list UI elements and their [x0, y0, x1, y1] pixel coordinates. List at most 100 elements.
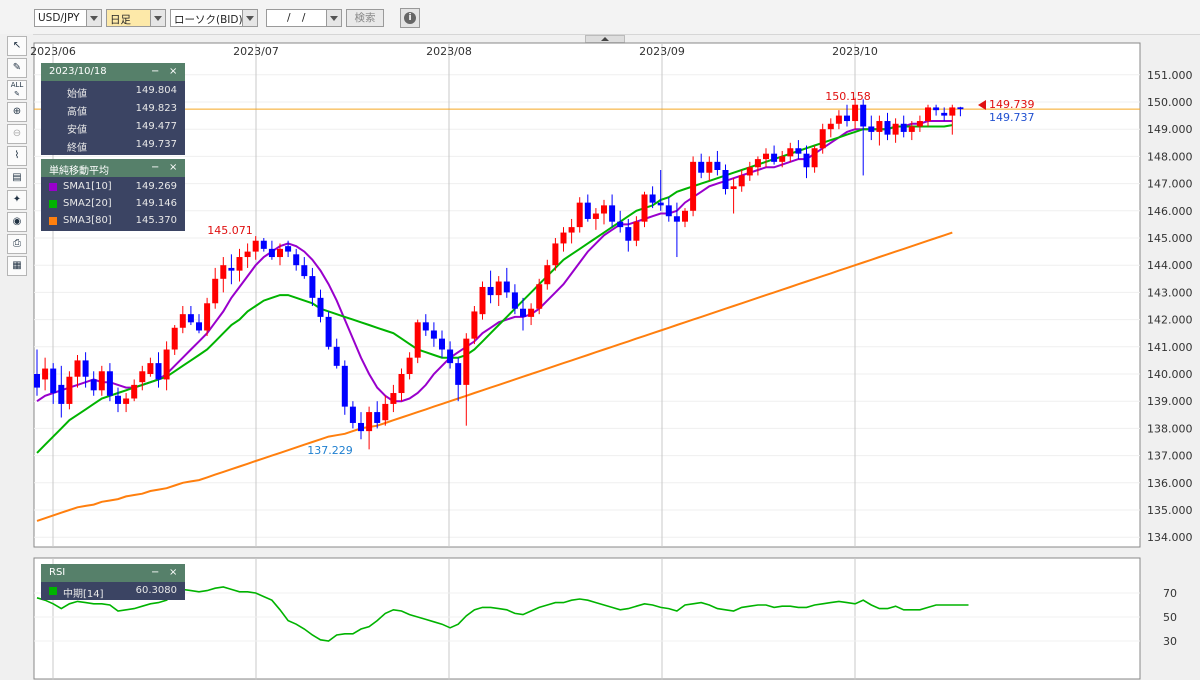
- candle-body: [763, 153, 769, 160]
- cursor-icon[interactable]: ↖: [7, 36, 27, 56]
- candle-body: [949, 107, 956, 116]
- ma-line-SMA3[80]: [36, 231, 953, 522]
- sma-label: SMA1[10]: [63, 181, 112, 192]
- candle-body: [139, 371, 146, 383]
- chevron-down-icon[interactable]: [150, 10, 165, 26]
- candle-body: [941, 112, 948, 116]
- candle-body: [560, 232, 567, 244]
- symbol-select[interactable]: USD/JPY: [34, 9, 102, 27]
- candle-body: [925, 107, 931, 122]
- candle-body: [835, 115, 842, 124]
- sma-panel-header: 単純移動平均 − ×: [41, 159, 185, 177]
- candle-body: [884, 121, 891, 135]
- legend-swatch: [49, 183, 57, 191]
- eye-icon[interactable]: ◉: [7, 212, 27, 232]
- ohlc-label: 始値: [67, 89, 87, 100]
- info-icon: i: [404, 12, 416, 24]
- sma-value: 149.146: [135, 198, 177, 209]
- rsi-panel-header: RSI − ×: [41, 564, 185, 582]
- candle-body: [916, 121, 923, 127]
- candle-body: [42, 368, 49, 380]
- candle-body: [406, 357, 413, 374]
- high-annotation: 145.071: [207, 224, 253, 237]
- candle-body: [552, 243, 559, 266]
- all-icon[interactable]: ALL ✎: [7, 80, 27, 100]
- zoom-out-icon[interactable]: ⊖: [7, 124, 27, 144]
- close-icon[interactable]: ×: [169, 66, 178, 77]
- sma-row: SMA1[10] 149.269: [41, 178, 185, 196]
- candle-body: [503, 281, 510, 293]
- sma-row: SMA2[20] 149.146: [41, 195, 185, 213]
- candle-body: [50, 368, 57, 394]
- candle-body: [430, 330, 437, 339]
- minimize-icon[interactable]: −: [151, 162, 160, 173]
- y-tick-label: 149.000: [1147, 123, 1193, 136]
- ruler-icon[interactable]: ▤: [7, 168, 27, 188]
- minimize-icon[interactable]: −: [151, 567, 160, 578]
- candle-body: [187, 314, 194, 323]
- candle-body: [414, 322, 421, 358]
- sma-row: SMA3[80] 145.370: [41, 212, 185, 230]
- candle-body: [155, 363, 162, 380]
- y-tick-label: 142.000: [1147, 314, 1193, 327]
- candle-body: [268, 248, 275, 258]
- rsi-grid: [34, 592, 1140, 642]
- candle-body: [252, 240, 259, 252]
- y-tick-label: 136.000: [1147, 477, 1193, 490]
- candle-body: [179, 314, 186, 328]
- chevron-down-icon[interactable]: [86, 10, 101, 26]
- minimize-icon[interactable]: −: [151, 66, 160, 77]
- candle-body: [220, 265, 227, 279]
- candle-body: [641, 194, 648, 222]
- candle-body: [511, 292, 518, 309]
- sma-label: SMA3[80]: [63, 215, 112, 226]
- chevron-down-icon[interactable]: [326, 10, 341, 26]
- x-tick-label: 2023/07: [233, 45, 279, 58]
- shapes-icon[interactable]: ✦: [7, 190, 27, 210]
- sma-label: SMA2[20]: [63, 198, 112, 209]
- grid-icon[interactable]: ▦: [7, 256, 27, 276]
- candle-body: [625, 227, 632, 241]
- candle-body: [463, 338, 470, 385]
- close-icon[interactable]: ×: [169, 162, 178, 173]
- symbol-label: USD/JPY: [38, 12, 80, 24]
- info-button[interactable]: i: [400, 8, 420, 28]
- ohlc-row-open: 始値 149.804: [41, 82, 185, 100]
- candle-body: [908, 126, 915, 132]
- chevron-down-icon[interactable]: [242, 10, 257, 26]
- rsi-y-tick-label: 70: [1163, 587, 1177, 600]
- ohlc-value: 149.737: [135, 139, 177, 150]
- close-icon[interactable]: ×: [169, 567, 178, 578]
- candle-body: [528, 308, 535, 317]
- date-input[interactable]: / /: [266, 9, 342, 27]
- top-toolbar: USD/JPY 日足 ローソク(BID) / / 検索 i: [0, 0, 1200, 35]
- legend-swatch: [49, 200, 57, 208]
- rsi-y-axis-labels: 70 50 30: [1163, 587, 1177, 648]
- candle-body: [536, 284, 543, 309]
- candle-body: [746, 167, 753, 176]
- candle-body: [706, 161, 713, 173]
- period-select[interactable]: 日足: [106, 9, 166, 27]
- candle-body: [325, 316, 332, 347]
- candle-body: [82, 360, 89, 377]
- x-tick-label: 2023/10: [832, 45, 878, 58]
- print-icon[interactable]: ⎙: [7, 234, 27, 254]
- candle-body: [803, 153, 810, 168]
- pen-icon[interactable]: ✎: [7, 58, 27, 78]
- candle-body: [455, 363, 462, 385]
- candle-body: [665, 205, 672, 217]
- sma-panel-title: 単純移動平均: [49, 166, 109, 177]
- search-button[interactable]: 検索: [346, 9, 384, 27]
- candle-body: [66, 376, 73, 404]
- chart-type-select[interactable]: ローソク(BID): [170, 9, 258, 27]
- candle-body: [682, 210, 688, 222]
- y-axis-labels: 151.000 150.000 149.000 148.000 147.000 146.0…: [1147, 69, 1193, 544]
- candle-body: [617, 221, 624, 228]
- ohlc-value: 149.804: [135, 85, 177, 96]
- collapse-toolbar-button[interactable]: [585, 35, 625, 43]
- line-icon[interactable]: ⌇: [7, 146, 27, 166]
- candle-body: [358, 422, 364, 432]
- x-tick-label: 2023/09: [639, 45, 685, 58]
- rsi-y-tick-label: 50: [1163, 611, 1177, 624]
- zoom-in-icon[interactable]: ⊕: [7, 102, 27, 122]
